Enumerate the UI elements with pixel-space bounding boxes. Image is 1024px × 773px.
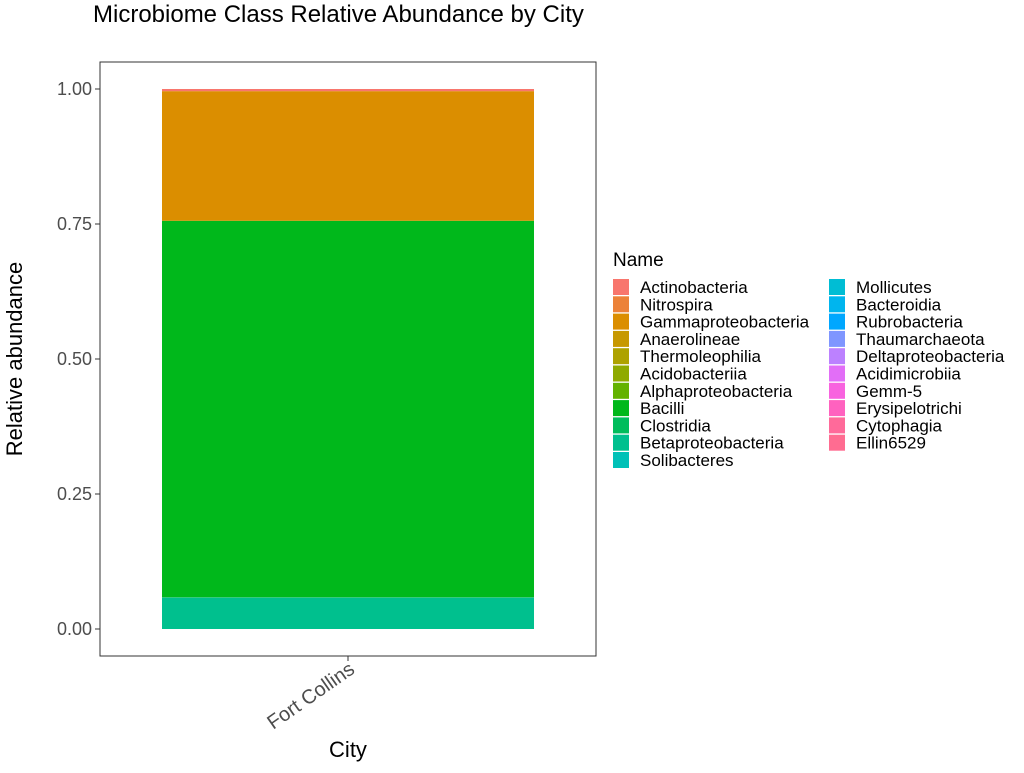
legend-label: Actinobacteria — [640, 278, 748, 297]
x-tick-label: Fort Collins — [263, 658, 358, 734]
bar-segment-gammaproteobacteria — [162, 91, 534, 221]
legend: Name ActinobacteriaNitrospiraGammaproteo… — [613, 250, 1005, 470]
legend-item: Cytophagia — [829, 416, 943, 435]
legend-swatch — [829, 296, 845, 313]
legend-label: Anaerolineae — [640, 330, 740, 349]
legend-label: Gemm-5 — [856, 382, 922, 401]
legend-label: Ellin6529 — [856, 434, 926, 453]
y-axis-label: Relative abundance — [2, 262, 27, 456]
legend-label: Erysipelotrichi — [856, 399, 962, 418]
legend-item: Thaumarchaeota — [829, 330, 985, 349]
legend-label: Betaproteobacteria — [640, 434, 784, 453]
legend-swatch — [829, 382, 845, 399]
legend-swatch — [613, 434, 629, 451]
legend-item: Gemm-5 — [829, 382, 922, 401]
y-axis: 0.00 0.25 0.50 0.75 1.00 — [57, 79, 100, 639]
legend-swatch — [829, 279, 845, 295]
y-tick-label: 1.00 — [57, 79, 92, 99]
legend-item: Erysipelotrichi — [829, 399, 962, 418]
legend-item: Rubrobacteria — [829, 313, 963, 332]
legend-item: Bacteroidia — [829, 295, 942, 314]
legend-label: Mollicutes — [856, 278, 932, 297]
x-axis-label: City — [329, 737, 367, 762]
legend-item: Solibacteres — [613, 451, 734, 470]
bar-segment-betaproteobacteria — [162, 597, 534, 629]
legend-swatch — [829, 417, 845, 434]
legend-label: Bacteroidia — [856, 295, 942, 314]
y-tick-label: 0.50 — [57, 349, 92, 369]
legend-item: Alphaproteobacteria — [613, 382, 793, 401]
legend-swatch — [613, 330, 629, 347]
bar-segment-clostridia — [162, 597, 534, 598]
legend-item: Acidobacteriia — [613, 365, 747, 384]
legend-item: Acidimicrobiia — [829, 365, 961, 384]
legend-label: Bacilli — [640, 399, 684, 418]
legend-title: Name — [613, 250, 664, 271]
legend-item: Bacilli — [613, 399, 684, 418]
legend-swatch — [613, 365, 629, 382]
bar-stack — [162, 89, 534, 629]
legend-swatch — [613, 313, 629, 330]
legend-swatch — [613, 400, 629, 417]
legend-label: Alphaproteobacteria — [640, 382, 793, 401]
legend-label: Cytophagia — [856, 416, 943, 435]
legend-label: Thermoleophilia — [640, 347, 761, 366]
legend-label: Acidobacteriia — [640, 365, 747, 384]
legend-item: Betaproteobacteria — [613, 434, 784, 453]
x-axis: Fort Collins — [263, 656, 359, 734]
legend-item: Actinobacteria — [613, 278, 748, 297]
legend-swatch — [829, 400, 845, 417]
legend-swatch — [829, 434, 845, 451]
legend-swatch — [613, 348, 629, 365]
legend-label: Thaumarchaeota — [856, 330, 985, 349]
legend-swatch — [829, 365, 845, 382]
legend-item: Thermoleophilia — [613, 347, 761, 366]
legend-swatch — [613, 382, 629, 399]
legend-item: Ellin6529 — [829, 434, 926, 453]
legend-item: Nitrospira — [613, 295, 713, 314]
legend-item: Mollicutes — [829, 278, 932, 297]
bar-segment-bacilli — [162, 220, 534, 598]
legend-item: Clostridia — [613, 416, 711, 435]
bar-segment-actinobacteria — [162, 89, 534, 92]
legend-swatch — [829, 313, 845, 330]
legend-label: Gammaproteobacteria — [640, 313, 810, 332]
legend-label: Rubrobacteria — [856, 313, 963, 332]
legend-swatch — [829, 330, 845, 347]
y-tick-label: 0.00 — [57, 619, 92, 639]
legend-label: Clostridia — [640, 416, 711, 435]
y-tick-label: 0.25 — [57, 484, 92, 504]
chart-title: Microbiome Class Relative Abundance by C… — [93, 1, 584, 28]
legend-label: Nitrospira — [640, 295, 713, 314]
legend-item: Anaerolineae — [613, 330, 740, 349]
legend-item: Deltaproteobacteria — [829, 347, 1005, 366]
legend-swatch — [829, 348, 845, 365]
legend-swatch — [613, 417, 629, 434]
legend-label: Deltaproteobacteria — [856, 347, 1005, 366]
legend-swatch — [613, 296, 629, 313]
legend-swatch — [613, 452, 629, 468]
legend-swatch — [613, 279, 629, 295]
legend-item: Gammaproteobacteria — [613, 313, 810, 332]
legend-label: Solibacteres — [640, 451, 734, 470]
y-tick-label: 0.75 — [57, 214, 92, 234]
legend-label: Acidimicrobiia — [856, 365, 961, 384]
